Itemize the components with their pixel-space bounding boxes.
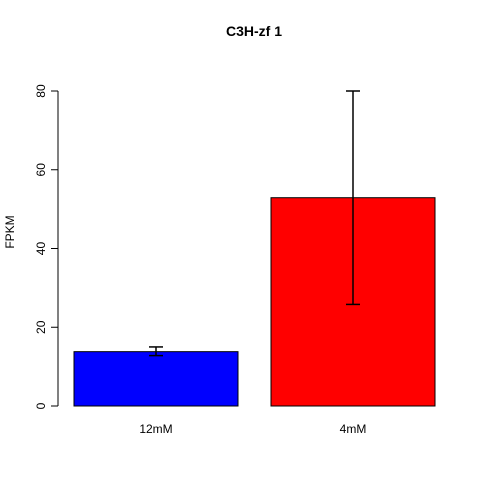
x-axis-labels: 12mM 4mM — [139, 422, 366, 436]
y-tick-label: 60 — [34, 163, 48, 177]
bar — [73, 351, 239, 407]
y-axis: 0 20 40 60 80 — [34, 84, 59, 409]
chart-title: C3H-zf 1 — [226, 23, 282, 39]
category-label: 4mM — [340, 422, 367, 436]
bars — [73, 197, 436, 407]
y-tick-label: 0 — [34, 402, 48, 409]
error-bars — [149, 90, 360, 357]
y-tick-label: 40 — [34, 242, 48, 256]
y-tick-label: 80 — [34, 84, 48, 98]
y-tick-label: 20 — [34, 320, 48, 334]
y-axis-label: FPKM — [3, 215, 17, 248]
category-label: 12mM — [139, 422, 172, 436]
